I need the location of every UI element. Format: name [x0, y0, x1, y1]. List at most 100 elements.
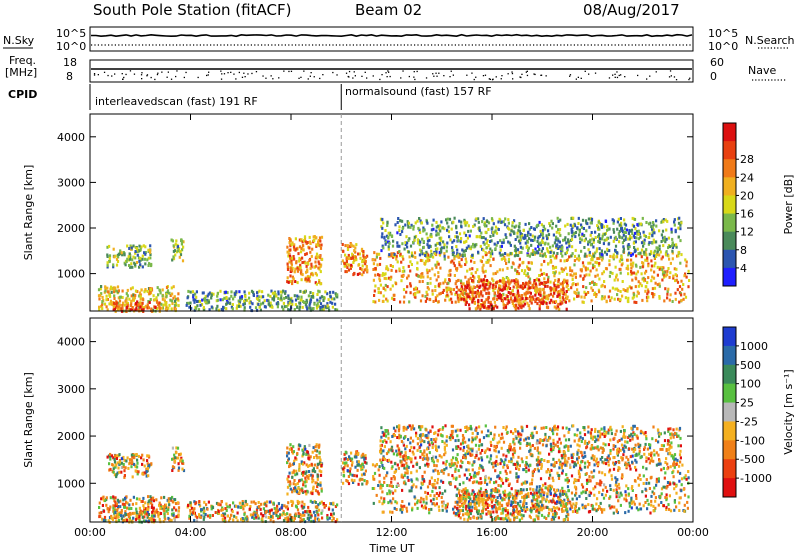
range-cell — [268, 500, 271, 504]
nave-point — [450, 70, 452, 72]
range-cell — [383, 273, 386, 277]
range-cell — [564, 266, 567, 270]
range-cell — [298, 465, 301, 469]
range-cell — [256, 297, 259, 301]
range-cell — [630, 266, 633, 270]
range-cell — [372, 300, 375, 304]
range-cell — [662, 275, 666, 279]
range-cell — [147, 248, 150, 252]
range-cell — [549, 255, 552, 259]
range-cell — [114, 286, 117, 290]
range-cell — [307, 509, 310, 513]
range-cell — [171, 239, 174, 243]
range-cell — [514, 298, 517, 302]
range-cell — [344, 253, 347, 257]
range-cell — [294, 486, 297, 490]
range-cell — [385, 297, 388, 301]
range-cell — [568, 299, 571, 303]
range-cell — [436, 231, 439, 235]
range-cell — [315, 244, 318, 248]
range-cell — [580, 468, 583, 472]
range-cell — [357, 252, 360, 256]
range-cell — [674, 291, 677, 295]
range-cell — [171, 508, 174, 512]
range-cell — [347, 268, 351, 272]
range-cell — [525, 297, 528, 300]
range-cell — [566, 295, 569, 299]
range-cell — [300, 247, 303, 250]
range-cell — [143, 251, 146, 255]
range-cell — [138, 244, 141, 248]
range-cell — [641, 216, 644, 220]
range-cell — [166, 512, 169, 515]
range-cell — [528, 281, 531, 284]
range-cell — [386, 471, 389, 475]
range-cell — [514, 246, 517, 250]
range-cell — [267, 516, 270, 519]
range-cell — [173, 295, 176, 299]
range-cell — [400, 260, 403, 264]
range-cell — [512, 230, 515, 234]
range-cell — [455, 245, 458, 248]
range-cell — [497, 228, 500, 231]
range-cell — [375, 252, 379, 256]
range-cell — [334, 308, 337, 312]
range-cell — [570, 286, 573, 290]
range-cell — [676, 280, 680, 284]
range-cell — [439, 291, 442, 295]
nave-point — [361, 75, 363, 77]
range-cell — [535, 491, 538, 495]
range-cell — [496, 294, 499, 298]
range-cell — [319, 264, 322, 268]
range-cell — [528, 254, 531, 258]
range-cell — [615, 273, 618, 277]
range-cell — [414, 502, 417, 506]
range-cell — [171, 258, 174, 262]
range-cell — [685, 275, 688, 279]
range-cell — [319, 501, 322, 505]
range-cell — [494, 469, 497, 473]
range-cell — [455, 254, 458, 258]
range-cell — [492, 257, 495, 261]
range-cell — [673, 267, 676, 271]
range-cell — [364, 259, 367, 263]
range-cell — [319, 302, 323, 306]
range-cell — [561, 296, 564, 300]
range-cell — [136, 458, 139, 462]
range-cell — [309, 306, 312, 310]
range-cell — [524, 298, 527, 302]
range-cell — [552, 233, 555, 237]
range-cell — [631, 223, 634, 227]
range-cell — [289, 482, 292, 486]
range-cell — [354, 246, 357, 250]
range-cell — [166, 290, 169, 294]
range-cell — [499, 496, 502, 500]
range-cell — [386, 221, 389, 225]
range-cell — [612, 255, 615, 259]
range-cell — [417, 274, 420, 278]
range-cell — [561, 469, 564, 473]
range-cell — [449, 238, 452, 242]
range-cell — [673, 220, 676, 224]
range-cell — [120, 461, 123, 465]
range-cell — [522, 236, 525, 240]
range-cell — [414, 295, 417, 299]
range-cell — [352, 244, 355, 248]
range-cell — [634, 285, 637, 289]
nave-point — [244, 76, 246, 78]
range-cell — [449, 273, 452, 277]
range-cell — [495, 281, 498, 285]
range-cell — [403, 295, 406, 299]
range-cell — [264, 515, 267, 519]
range-cell — [130, 299, 133, 303]
range-cell — [318, 300, 321, 303]
range-cell — [678, 285, 682, 289]
range-cell — [435, 220, 438, 224]
range-cell — [166, 289, 170, 293]
range-cell — [434, 285, 437, 289]
range-cell — [440, 250, 443, 254]
range-cell — [251, 515, 254, 519]
range-cell — [485, 283, 488, 287]
range-cell — [524, 236, 527, 240]
range-cell — [604, 250, 607, 254]
